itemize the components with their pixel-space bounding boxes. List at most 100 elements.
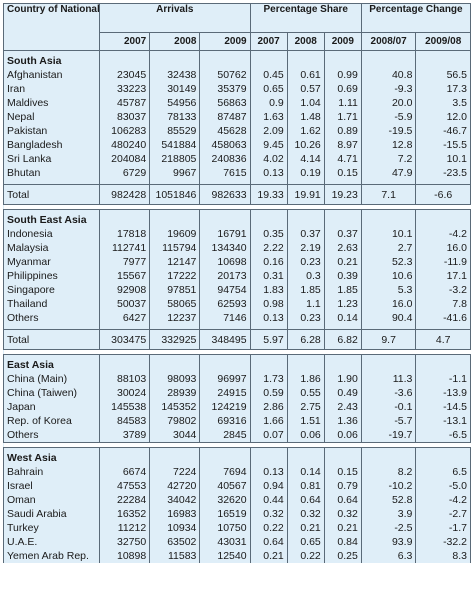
value-cell: 6.3	[360, 549, 417, 563]
region-section: East Asia China (Main) 88103 98093 96997 1.73…	[2, 354, 471, 443]
value-cell: -0.1	[360, 400, 417, 414]
value-cell: 6674	[99, 465, 151, 479]
table-row: Afghanistan 23045 32438 50762 0.45 0.61 0.99 40…	[2, 68, 471, 82]
total-value: 19.91	[286, 184, 325, 205]
value-cell: 79802	[149, 414, 201, 428]
value-cell: 22284	[99, 493, 151, 507]
country-header: Country of Nationality	[2, 3, 101, 51]
value-cell: 96997	[199, 372, 251, 386]
value-cell: 2.7	[360, 241, 417, 255]
value-cell: 11212	[99, 521, 151, 535]
value-cell: 0.45	[249, 68, 288, 82]
total-value: 6.28	[286, 329, 325, 350]
value-cell: 12.8	[360, 138, 417, 152]
value-cell: -5.9	[360, 110, 417, 124]
empty-cell	[99, 447, 151, 465]
value-cell: 0.37	[323, 227, 362, 241]
value-cell: 8.3	[415, 549, 471, 563]
tourist-arrivals-table: Country of Nationality Arrivals Percenta…	[2, 3, 472, 563]
value-cell: -3.2	[415, 283, 471, 297]
value-cell: 40.8	[360, 68, 417, 82]
value-cell: 1.04	[286, 96, 325, 110]
value-cell: 56.5	[415, 68, 471, 82]
value-cell: 17222	[149, 269, 201, 283]
region-header-row: South East Asia	[2, 209, 471, 227]
value-cell: 0.65	[286, 535, 325, 549]
value-cell: 2.63	[323, 241, 362, 255]
table-row: Sri Lanka 204084 218805 240836 4.02 4.14 4.71 7…	[2, 152, 471, 166]
value-cell: 0.21	[323, 521, 362, 535]
value-cell: 10.1	[415, 152, 471, 166]
value-cell: 0.44	[249, 493, 288, 507]
value-cell: 2.22	[249, 241, 288, 255]
total-value: 982428	[99, 184, 151, 205]
empty-cell	[286, 447, 325, 465]
value-cell: 10750	[199, 521, 251, 535]
value-cell: 115794	[149, 241, 201, 255]
total-value: 19.33	[249, 184, 288, 205]
value-cell: 0.13	[249, 166, 288, 180]
value-cell: -1.1	[415, 372, 471, 386]
value-cell: 47.9	[360, 166, 417, 180]
value-cell: 0.07	[249, 428, 288, 443]
value-cell: 52.3	[360, 255, 417, 269]
value-cell: 240836	[199, 152, 251, 166]
value-cell: 0.39	[323, 269, 362, 283]
value-cell: 6427	[99, 311, 151, 325]
country-cell: Bahrain	[2, 465, 101, 479]
region-title: South Asia	[2, 50, 101, 68]
country-cell: Turkey	[2, 521, 101, 535]
empty-cell	[360, 354, 417, 372]
table-row: Singapore 92908 97851 94754 1.83 1.85 1.85 5.3-…	[2, 283, 471, 297]
value-cell: 97851	[149, 283, 201, 297]
country-cell: Others	[2, 428, 101, 443]
value-cell: 16519	[199, 507, 251, 521]
value-cell: 12.0	[415, 110, 471, 124]
value-cell: 6729	[99, 166, 151, 180]
country-cell: Afghanistan	[2, 68, 101, 82]
empty-cell	[99, 50, 151, 68]
value-cell: 0.98	[249, 297, 288, 311]
value-cell: 17.3	[415, 82, 471, 96]
empty-cell	[199, 354, 251, 372]
value-cell: 106283	[99, 124, 151, 138]
value-cell: 458063	[199, 138, 251, 152]
value-cell: 7224	[149, 465, 201, 479]
value-cell: 17818	[99, 227, 151, 241]
value-cell: 2.09	[249, 124, 288, 138]
value-cell: -41.6	[415, 311, 471, 325]
value-cell: 0.64	[323, 493, 362, 507]
empty-cell	[360, 50, 417, 68]
value-cell: 30149	[149, 82, 201, 96]
spacer-row	[2, 325, 471, 330]
value-cell: -11.9	[415, 255, 471, 269]
value-cell: 34042	[149, 493, 201, 507]
value-cell: 10934	[149, 521, 201, 535]
table-row: Bangladesh 480240 541884 458063 9.45 10.26 8.9…	[2, 138, 471, 152]
change-period-header: 2009/08	[415, 32, 471, 51]
value-cell: 98093	[149, 372, 201, 386]
country-cell: Oman	[2, 493, 101, 507]
empty-cell	[286, 354, 325, 372]
year-header: 2008	[149, 32, 201, 51]
value-cell: 32438	[149, 68, 201, 82]
value-cell: 32620	[199, 493, 251, 507]
value-cell: 56863	[199, 96, 251, 110]
region-header-row: East Asia	[2, 354, 471, 372]
table-row: Yemen Arab Rep. 10898 11583 12540 0.21 0.22 0.…	[2, 549, 471, 563]
total-value: 9.7	[360, 329, 417, 350]
value-cell: 1.73	[249, 372, 288, 386]
country-cell: Singapore	[2, 283, 101, 297]
value-cell: 0.79	[323, 479, 362, 493]
value-cell: 1.90	[323, 372, 362, 386]
value-cell: 16983	[149, 507, 201, 521]
value-cell: 4.02	[249, 152, 288, 166]
value-cell: 30024	[99, 386, 151, 400]
value-cell: 87487	[199, 110, 251, 124]
value-cell: 43031	[199, 535, 251, 549]
value-cell: 0.31	[249, 269, 288, 283]
country-cell: Japan	[2, 400, 101, 414]
table-row: Bhutan 6729 9967 7615 0.13 0.19 0.15 47.9 -23.5	[2, 166, 471, 180]
table-row: Israel 47553 42720 40567 0.94 0.81 0.79 -10.2 -5…	[2, 479, 471, 493]
value-cell: 0.59	[249, 386, 288, 400]
